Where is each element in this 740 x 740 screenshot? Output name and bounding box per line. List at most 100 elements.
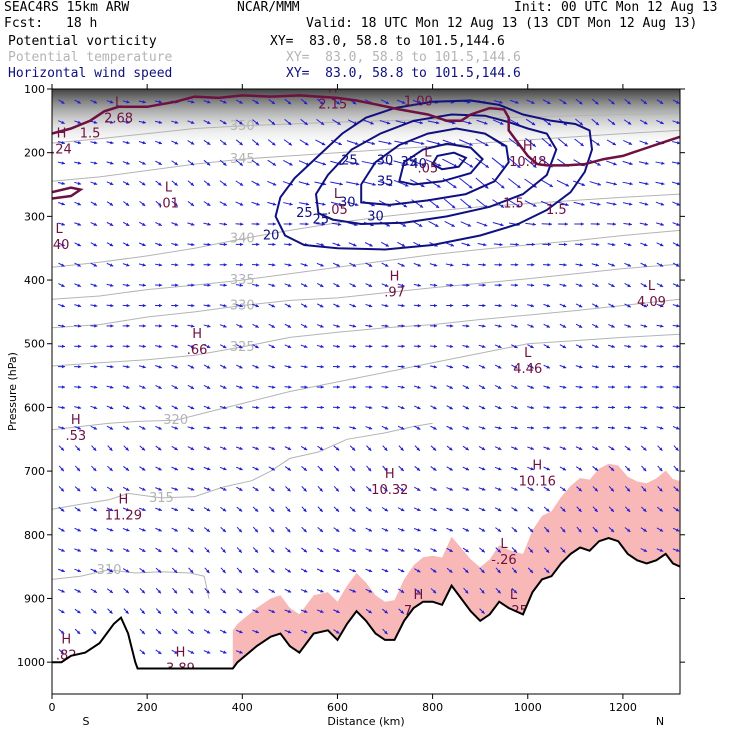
wind-arrow-head — [191, 283, 195, 287]
wind-arrow-head — [595, 121, 599, 126]
wind-arrow-head — [515, 100, 519, 104]
wind-arrow-head — [644, 385, 648, 389]
wind-arrow-head — [173, 610, 178, 614]
wind-arrow-head — [190, 141, 195, 145]
wind-arrow-head — [238, 508, 243, 512]
wind-arrow-head — [659, 548, 664, 552]
extremum-value: 4.46 — [513, 362, 542, 377]
wind-arrow-head — [611, 121, 616, 125]
wind-arrow-head — [529, 528, 534, 533]
wind-arrow-head — [405, 162, 409, 166]
extremum-value: .66 — [187, 343, 208, 358]
wind-arrow-head — [126, 528, 130, 532]
wind-arrow-head — [158, 406, 162, 410]
wind-arrow-head — [109, 100, 114, 104]
wind-arrow-head — [548, 222, 552, 226]
wind-arrow-head — [190, 222, 195, 226]
wind-arrow-head — [174, 365, 178, 369]
wind-arrow-head — [287, 446, 292, 450]
wind-speed-contour-25 — [314, 113, 558, 226]
wind-arrow-head — [384, 283, 389, 287]
wind-arrow-head — [643, 324, 648, 328]
wind-arrow-head — [240, 242, 244, 247]
wind-arrow-head — [336, 101, 340, 105]
wind-arrow-head — [369, 324, 373, 328]
wind-arrow-head — [109, 406, 114, 410]
wind-arrow-head — [158, 182, 162, 186]
wind-arrow-head — [400, 589, 405, 593]
wind-arrow-head — [644, 222, 648, 226]
wind-arrow-head — [597, 162, 601, 166]
wind-speed-contour-40 — [431, 151, 468, 171]
wind-arrow-head — [303, 549, 307, 553]
wind-arrow-head — [207, 283, 211, 287]
wind-arrow-head — [60, 100, 65, 104]
wind-arrow-head — [239, 263, 244, 267]
wind-arrow-head — [676, 141, 680, 145]
wind-arrow-head — [305, 142, 309, 146]
wind-speed-contour-30 — [360, 127, 510, 206]
wind-arrow-head — [174, 324, 179, 328]
wind-arrow-head — [368, 263, 373, 267]
wind-arrow-head — [660, 202, 665, 206]
wind-arrow-head — [303, 609, 308, 613]
extremum-low-letter: L — [115, 96, 123, 111]
wind-arrow-head — [643, 528, 647, 532]
wind-arrow-head — [157, 630, 162, 635]
wind-arrow-head — [530, 304, 535, 308]
wind-arrow-head — [239, 630, 243, 634]
wind-arrow-head — [660, 222, 664, 226]
extremum-high-letter: H — [390, 270, 400, 285]
wind-arrow-head — [254, 528, 258, 533]
extremum-high-letter: H — [413, 588, 423, 603]
wind-arrow-head — [142, 263, 146, 267]
wind-arrow-head — [110, 161, 114, 165]
wind-arrow-head — [514, 487, 518, 491]
wind-arrow-head — [335, 467, 339, 472]
wind-arrow-head — [481, 344, 486, 349]
wind-arrow-head — [271, 121, 276, 125]
wind-arrow-head — [206, 120, 211, 124]
wind-arrow-head — [125, 447, 129, 451]
wind-arrow-head — [595, 101, 599, 105]
wind-arrow-head — [288, 426, 292, 430]
wind-arrow-head — [77, 385, 82, 389]
wind-arrow-head — [173, 590, 178, 594]
wind-arrow-head — [676, 364, 680, 369]
wind-arrow-head — [174, 467, 178, 471]
wind-arrow-head — [61, 202, 65, 206]
wind-arrow-head — [497, 446, 502, 450]
wind-arrow-head — [93, 426, 98, 430]
wind-arrow-head — [481, 406, 486, 410]
wind-arrow-head — [562, 446, 567, 450]
wind-arrow-head — [401, 344, 405, 348]
wind-arrow-head — [271, 283, 276, 287]
wind-arrow-head — [546, 487, 550, 491]
wind-arrow-head — [93, 243, 97, 247]
wind-arrow-head — [272, 162, 276, 166]
wind-arrow-head — [610, 467, 615, 471]
x-tick-label: 0 — [49, 701, 56, 714]
wind-arrow-head — [384, 610, 388, 614]
wind-arrow-head — [465, 507, 470, 512]
wind-arrow-head — [627, 121, 632, 125]
wind-arrow-head — [191, 303, 195, 308]
wind-arrow-head — [401, 263, 405, 267]
wind-arrow-head — [449, 344, 454, 349]
y-tick-label: 100 — [24, 83, 45, 96]
wind-arrow-head — [239, 100, 243, 104]
wind-arrow-head — [498, 344, 502, 348]
terrain-line — [52, 536, 680, 670]
wind-arrow-head — [272, 242, 276, 247]
wind-arrow-head — [223, 426, 227, 430]
wind-arrow-head — [579, 405, 583, 410]
wind-arrow-head — [223, 202, 227, 206]
wind-arrow-head — [450, 283, 454, 287]
wind-arrow-head — [174, 650, 178, 654]
wind-arrow-head — [207, 222, 211, 226]
wind-arrow-head — [369, 385, 373, 389]
wind-arrow-head — [596, 142, 600, 146]
wind-arrow-head — [384, 589, 389, 593]
wind-arrow-head — [465, 426, 470, 430]
wind-speed-contour-35 — [398, 142, 484, 186]
